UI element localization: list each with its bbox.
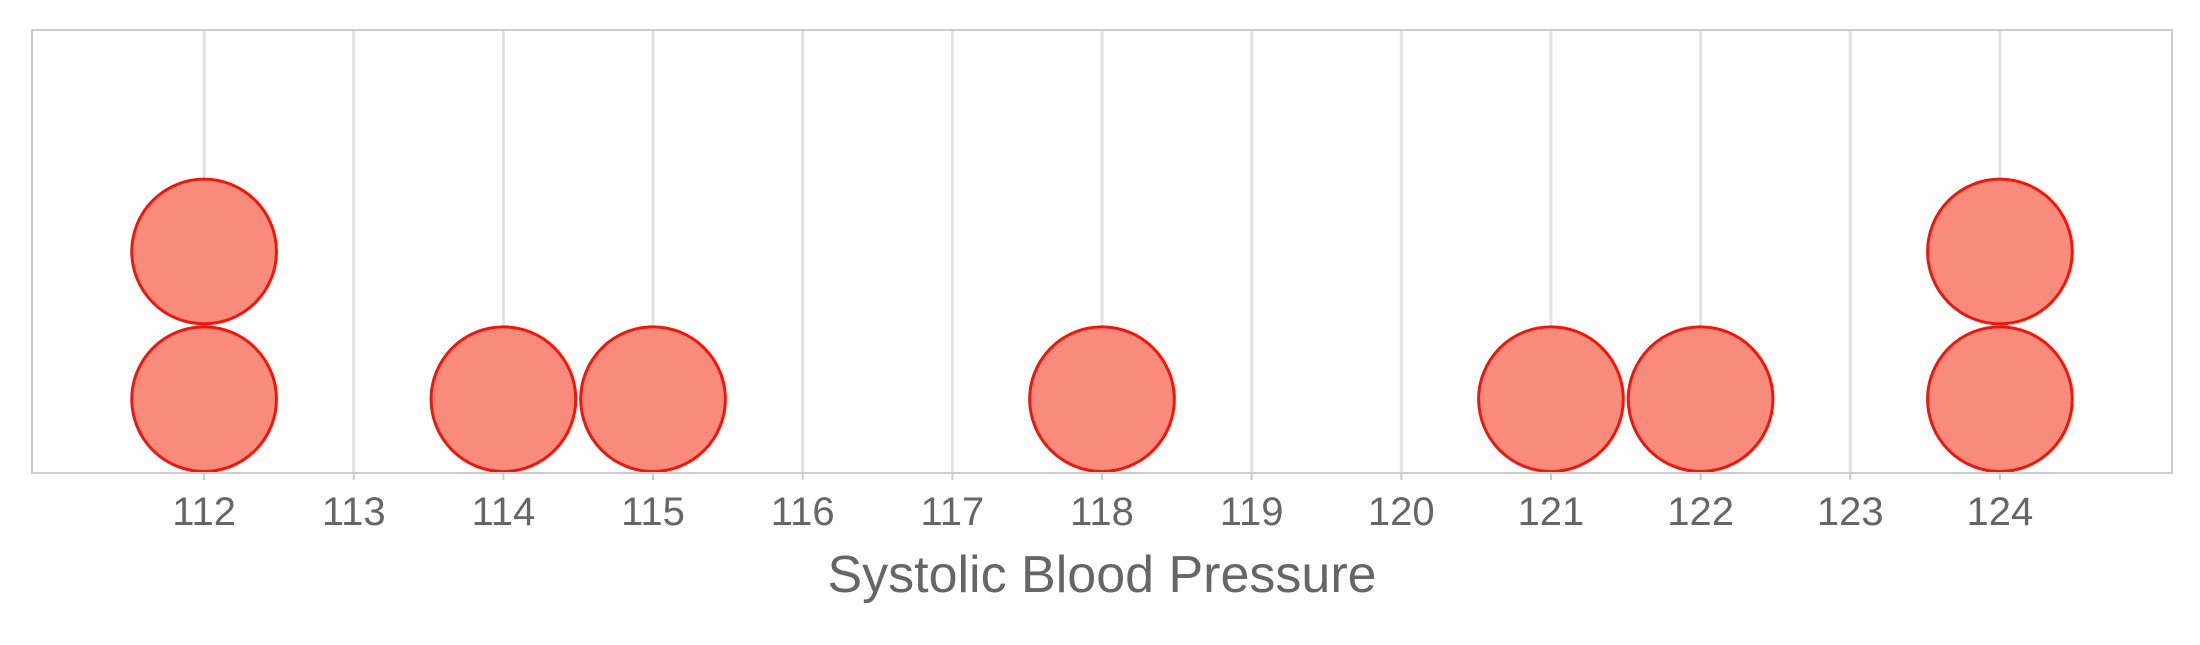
data-point-121-1 <box>1477 325 1625 473</box>
x-tick-label-113: 113 <box>322 490 386 534</box>
data-point-112-2 <box>130 177 278 326</box>
data-point-124-1 <box>1926 325 2074 473</box>
x-tick-label-119: 119 <box>1220 490 1284 534</box>
x-tick-label-118: 118 <box>1070 490 1134 534</box>
x-axis-title: Systolic Blood Pressure <box>827 546 1376 604</box>
x-tick-label-121: 121 <box>1518 490 1585 534</box>
x-tick-label-120: 120 <box>1368 490 1435 534</box>
data-point-118-1 <box>1028 325 1176 473</box>
x-tick-label-122: 122 <box>1667 490 1734 534</box>
x-tick-label-123: 123 <box>1817 490 1884 534</box>
data-point-114-1 <box>429 325 578 473</box>
x-tick-label-114: 114 <box>472 490 536 534</box>
data-point-124-2 <box>1926 177 2074 326</box>
x-tick-labels: 112 113 114 115 116 117 118 119 120 121 122 123 124 <box>172 473 2033 534</box>
data-points <box>130 177 2074 473</box>
x-tick-label-116: 116 <box>771 490 835 534</box>
x-tick-label-115: 115 <box>621 490 685 534</box>
data-point-122-1 <box>1626 325 1775 473</box>
x-tick-label-112: 112 <box>172 490 236 534</box>
x-tick-label-117: 117 <box>920 490 984 534</box>
data-point-112-1 <box>130 325 278 473</box>
data-point-115-1 <box>579 325 727 473</box>
x-tick-label-124: 124 <box>1967 490 2034 534</box>
